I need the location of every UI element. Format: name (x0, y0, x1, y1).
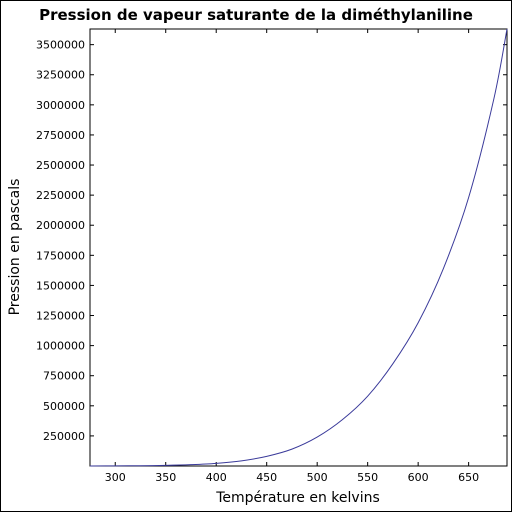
x-tick-label: 350 (155, 471, 176, 484)
x-tick-label: 450 (256, 471, 277, 484)
y-tick-label: 1500000 (36, 279, 85, 292)
chart-title: Pression de vapeur saturante de la dimét… (39, 6, 473, 24)
y-tick-label: 2500000 (36, 159, 85, 172)
y-tick-label: 750000 (43, 370, 85, 383)
plot-area-border (89, 28, 508, 467)
y-axis-label: Pression en pascals (7, 179, 23, 316)
x-tick-label: 400 (206, 471, 227, 484)
y-tick-label: 1750000 (36, 249, 85, 262)
x-tick-label: 650 (458, 471, 479, 484)
x-tick-label: 500 (307, 471, 328, 484)
x-tick-label: 300 (105, 471, 126, 484)
y-tick-label: 250000 (43, 430, 85, 443)
y-tick-label: 500000 (43, 400, 85, 413)
y-tick-label: 3000000 (36, 99, 85, 112)
x-tick-label: 550 (357, 471, 378, 484)
y-tick-label: 2000000 (36, 219, 85, 232)
y-tick-label: 1250000 (36, 310, 85, 323)
y-tick-label: 1000000 (36, 340, 85, 353)
y-tick-label: 3250000 (36, 69, 85, 82)
x-axis-label: Température en kelvins (215, 490, 380, 506)
x-tick-label: 600 (408, 471, 429, 484)
series-line (89, 28, 508, 467)
y-tick-label: 2750000 (36, 129, 85, 142)
y-tick-label: 3500000 (36, 39, 85, 52)
y-tick-label: 2250000 (36, 189, 85, 202)
